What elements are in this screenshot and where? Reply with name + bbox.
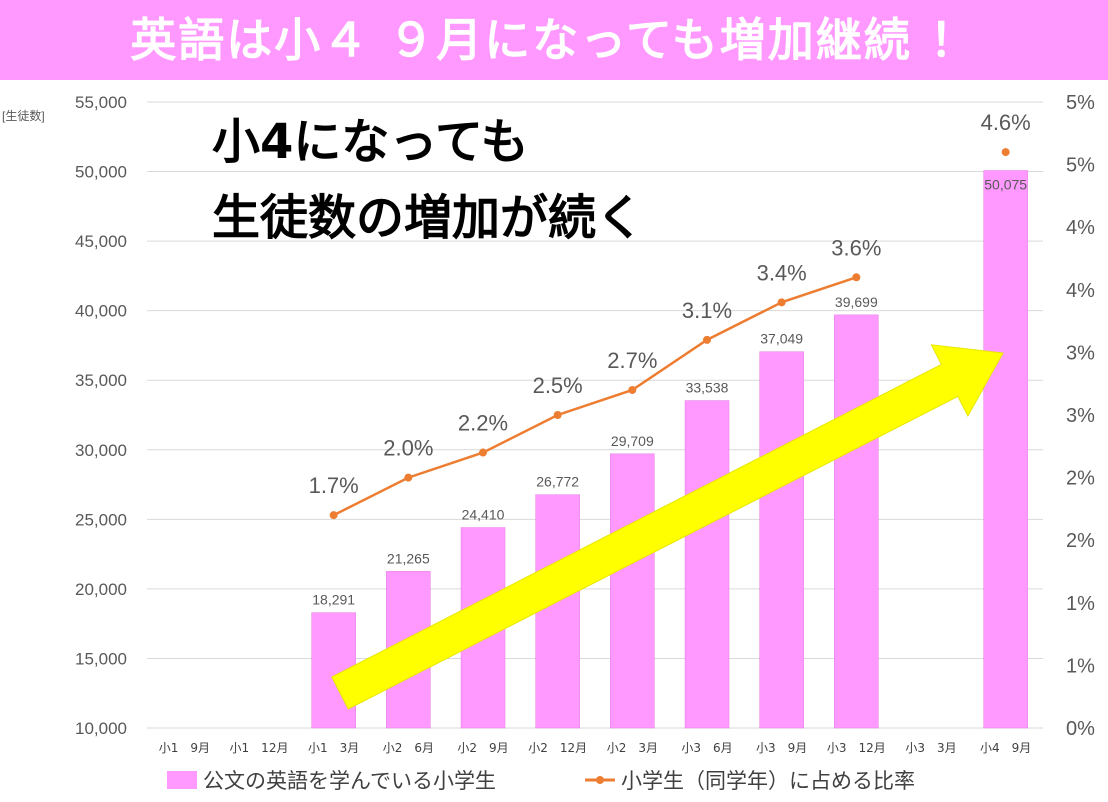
bar-value-label: 18,291 (312, 592, 355, 608)
y2-tick-label: 0% (1066, 718, 1095, 740)
y-tick-label: 40,000 (75, 302, 127, 321)
y-tick-label: 15,000 (75, 649, 127, 668)
bar (759, 351, 804, 729)
y2-tick-label: 4% (1066, 280, 1095, 302)
y2-tick-label: 4% (1066, 217, 1095, 239)
ratio-label: 3.1% (682, 298, 732, 323)
bar (684, 400, 730, 729)
legend-swatch-bar (167, 771, 197, 789)
bar-value-label: 24,410 (462, 507, 505, 523)
x-tick-label: 小3 9月 (756, 741, 807, 755)
ratio-point (703, 335, 711, 344)
bar-value-label: 29,709 (611, 433, 654, 449)
ratio-label: 1.7% (309, 473, 359, 498)
ratio-label: 2.0% (383, 436, 433, 461)
ratio-point (553, 411, 562, 419)
y2-tick-label: 5% (1066, 92, 1095, 114)
x-tick-label: 小2 9月 (457, 741, 508, 755)
y2-tick-label: 1% (1066, 655, 1095, 677)
y-tick-label: 30,000 (75, 441, 127, 460)
ratio-point (777, 298, 786, 307)
banner-title: 英語は小４ ９月になっても増加継続 ！ (130, 13, 978, 67)
ratio-point (329, 511, 338, 520)
bar-value-label: 50,075 (984, 177, 1027, 193)
ratio-label: 2.7% (607, 348, 657, 373)
y-tick-label: 50,000 (75, 163, 127, 182)
bar-series: 18,291 21,265 24,410 26,772 29,709 33,538 37,0… (311, 170, 1028, 729)
ratio-label: 2.5% (533, 373, 583, 398)
ratio-point (404, 473, 413, 482)
y2-tick-label: 3% (1066, 405, 1095, 427)
ratio-label: 3.4% (757, 260, 807, 285)
bar (983, 170, 1028, 729)
line-series: 1.7% 2.0% 2.2% 2.5% 2.7% 3.1% 3.4% 3.6% 4.6% (309, 110, 1031, 520)
bar (610, 453, 655, 729)
legend-swatch-marker (596, 776, 604, 784)
title-banner: 英語は小４ ９月になっても増加継続 ！ (0, 0, 1108, 83)
y-tick-label: 45,000 (75, 232, 127, 251)
x-tick-label: 小2 12月 (528, 741, 587, 755)
y2-tick-label: 1% (1066, 593, 1095, 615)
y2-tick-label: 2% (1066, 468, 1095, 490)
legend-label-line: 小学生（同学年）に占める比率 (621, 769, 915, 793)
x-tick-label: 小3 3月 (905, 741, 956, 755)
ratio-point (852, 273, 861, 282)
bar-value-label: 26,772 (536, 474, 579, 490)
y-axis-title: [生徒数] (2, 108, 45, 123)
y-tick-label: 35,000 (75, 371, 127, 390)
x-tick-label: 小2 3月 (607, 741, 658, 755)
ratio-label: 3.6% (831, 235, 881, 260)
x-tick-label: 小4 9月 (980, 741, 1031, 755)
trend-arrow (331, 344, 1004, 710)
ratio-point (479, 448, 487, 457)
y-tick-label: 55,000 (75, 93, 127, 112)
x-tick-label: 小1 3月 (308, 741, 359, 755)
y-axis-right: 0% 1% 1% 2% 2% 3% 3% 4% 4% 5% 5% (1066, 92, 1095, 740)
y-tick-label: 20,000 (75, 580, 127, 599)
x-tick-label: 小1 9月 (159, 741, 210, 755)
ratio-point (628, 385, 637, 394)
bar (535, 494, 580, 729)
ratio-line (333, 276, 857, 517)
y-tick-label: 25,000 (75, 510, 127, 529)
ratio-point (1001, 148, 1010, 157)
bar-value-label: 21,265 (387, 550, 430, 566)
x-tick-label: 小1 12月 (230, 741, 289, 755)
trend-arrow-shape (331, 344, 1004, 710)
x-tick-label: 小3 6月 (681, 741, 732, 755)
y2-tick-label: 2% (1066, 530, 1095, 552)
y-axis-left: 10,000 15,000 20,000 25,000 30,000 35,000 40,0… (2, 93, 127, 738)
ratio-label: 4.6% (981, 110, 1031, 135)
y2-tick-label: 3% (1066, 342, 1095, 364)
annotation-line-2: 生徒数の増加が続く (212, 190, 644, 246)
x-axis: 小1 9月 小1 12月 小1 3月 小2 6月 小2 9月 小2 12月 小2 3月 小3 … (147, 727, 1043, 755)
x-tick-label: 小2 6月 (383, 741, 434, 755)
bar-value-label: 39,699 (835, 294, 878, 310)
ratio-label: 2.2% (458, 411, 508, 436)
legend-label-bar: 公文の英語を学んでいる小学生 (203, 769, 496, 793)
bar (834, 314, 879, 729)
legend: 公文の英語を学んでいる小学生 小学生（同学年）に占める比率 (167, 769, 915, 793)
bar-value-label: 33,538 (686, 380, 729, 396)
bar-value-label: 37,049 (760, 331, 803, 347)
y2-tick-label: 5% (1066, 155, 1095, 177)
y-tick-label: 10,000 (75, 719, 127, 738)
x-tick-label: 小3 12月 (827, 741, 886, 755)
gridlines (147, 101, 1043, 729)
annotation-line-1: 小4になっても (212, 114, 529, 170)
